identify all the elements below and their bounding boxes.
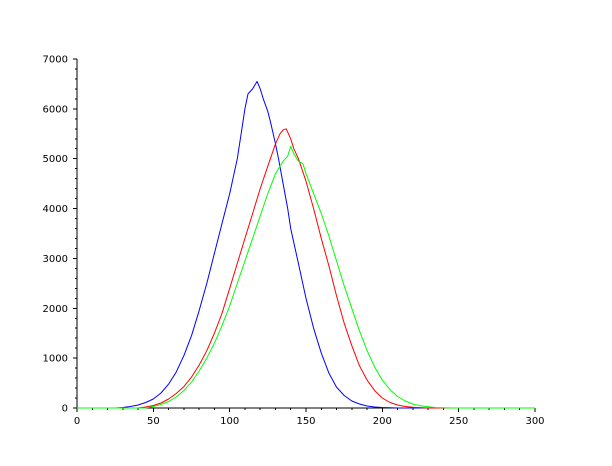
ticks: 0 50 100 150 200 250 3000100020003000400050006… [43,55,545,428]
y-tick-label: 1000 [43,354,68,365]
y-tick-label: 3000 [43,254,68,265]
series-line-2 [77,128,535,409]
series-group [77,80,535,409]
axes [76,59,535,409]
x-tick-label: 250 [449,416,468,427]
y-tick-label: 5000 [43,154,68,165]
series-line-3 [77,145,535,409]
x-tick-label: 300 [525,416,544,427]
series-line-1 [77,80,535,409]
y-tick-label: 4000 [43,204,68,215]
x-tick-label: 200 [373,416,392,427]
y-tick-label: 7000 [43,55,68,66]
y-tick-label: 2000 [43,304,68,315]
x-tick-label: 50 [147,416,160,427]
y-tick-label: 6000 [43,104,68,115]
x-tick-label: 100 [220,416,239,427]
x-tick-label: 0 [74,416,80,427]
x-tick-label: 150 [296,416,315,427]
y-tick-label: 0 [62,404,68,415]
